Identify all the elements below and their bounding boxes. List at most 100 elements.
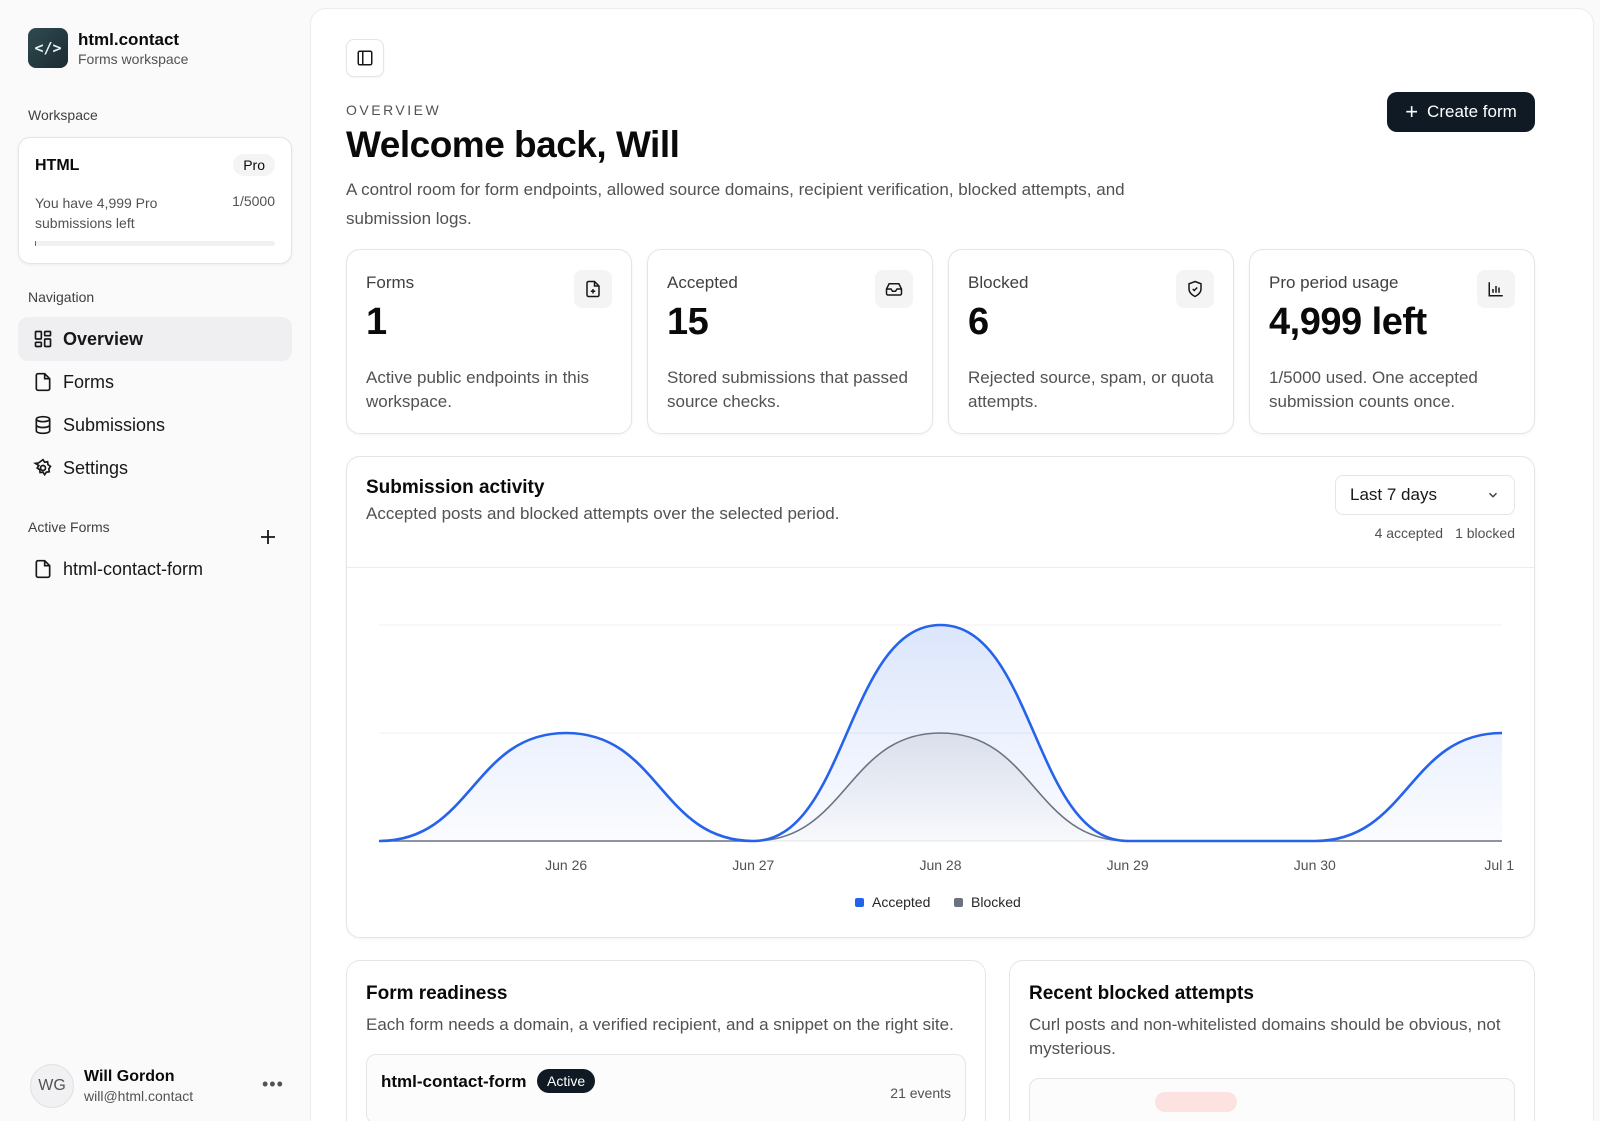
stat-value: 1: [366, 301, 387, 343]
activity-chart: Jun 26 Jun 27 Jun 28 Jun 29 Jun 30 Jul 1 Accep…: [378, 623, 1514, 910]
accepted-summary: 4 accepted: [1374, 525, 1444, 541]
brand[interactable]: </> html.contact Forms workspace: [28, 28, 188, 68]
blocked-attempt-row[interactable]: [1029, 1078, 1515, 1121]
workspace-label: Workspace: [28, 107, 98, 123]
active-form-html-contact-form[interactable]: html-contact-form: [18, 547, 292, 591]
nav-item-label: Overview: [63, 328, 144, 349]
file-plus-icon: [574, 270, 612, 308]
plan-usage: 1/5000: [232, 193, 275, 209]
chart-summary: 4 accepted 1 blocked: [1375, 525, 1515, 541]
nav-item-forms[interactable]: Forms: [18, 360, 292, 404]
stat-value: 15: [667, 301, 709, 343]
file-icon: [35, 372, 51, 392]
stat-description: Rejected source, spam, or quota attempts…: [968, 368, 1214, 411]
range-select[interactable]: Last 7 days: [1335, 475, 1515, 515]
more-icon[interactable]: •••: [262, 1074, 284, 1094]
blocked-title: Recent blocked attempts: [1029, 983, 1254, 1004]
readiness-subtitle: Each form needs a domain, a verified rec…: [366, 1015, 954, 1034]
stat-card-blocked: Blocked 6 Rejected source, spam, or quot…: [948, 249, 1234, 434]
sidebar: </> html.contact Forms workspace Workspa…: [0, 0, 310, 1121]
active-forms-label: Active Forms: [28, 519, 110, 535]
legend-label-accepted: Accepted: [872, 894, 930, 910]
active-form-label: html-contact-form: [63, 558, 204, 579]
brand-title: html.contact: [78, 29, 180, 49]
stat-label: Pro period usage: [1269, 273, 1399, 292]
recent-blocked-card: Recent blocked attempts Curl posts and n…: [1009, 960, 1535, 1121]
status-badge: [1155, 1092, 1237, 1112]
stat-value: 6: [968, 301, 989, 343]
readiness-title: Form readiness: [366, 983, 508, 1004]
readiness-form-row[interactable]: html-contact-form Active 21 events: [366, 1054, 966, 1121]
main-panel: OVERVIEW Welcome back, Will A control ro…: [310, 8, 1594, 1121]
stat-value: 4,999 left: [1269, 301, 1427, 343]
nav-item-label: Settings: [63, 457, 129, 478]
chart-subtitle: Accepted posts and blocked attempts over…: [366, 504, 840, 523]
readiness-events: 21 events: [890, 1085, 951, 1101]
blocked-summary: 1 blocked: [1455, 525, 1515, 541]
nav-item-label: Submissions: [63, 414, 166, 435]
create-form-button[interactable]: + Create form: [1387, 92, 1535, 132]
workspace-plan-card[interactable]: HTML Pro You have 4,999 Pro submissions …: [18, 137, 292, 264]
chart-divider: [347, 567, 1534, 568]
stat-label: Accepted: [667, 273, 738, 292]
nav-item-submissions[interactable]: Submissions: [18, 403, 292, 447]
x-tick-label: Jun 29: [1107, 857, 1149, 873]
x-tick-label: Jul 1: [1484, 857, 1514, 873]
code-icon: </>: [28, 28, 68, 68]
usage-progress-fill: [35, 241, 36, 246]
grid-icon: [34, 330, 52, 348]
navigation-label: Navigation: [28, 289, 95, 305]
shield-check-icon: [1176, 270, 1214, 308]
submission-activity-card: Submission activity Accepted posts and b…: [346, 456, 1535, 938]
user-profile[interactable]: WG Will Gordon will@html.contact: [30, 1064, 193, 1108]
page-description: A control room for form endpoints, allow…: [346, 180, 1125, 228]
range-select-value: Last 7 days: [1350, 485, 1437, 504]
workspace-name: HTML: [35, 157, 80, 174]
nav-item-settings[interactable]: Settings: [18, 446, 292, 490]
brand-subtitle: Forms workspace: [78, 50, 189, 67]
sidebar-toggle-button[interactable]: [346, 39, 384, 77]
stat-description: Stored submissions that passed source ch…: [667, 368, 908, 411]
stat-description: 1/5000 used. One accepted submission cou…: [1269, 368, 1478, 411]
stat-card-forms: Forms 1 Active public endpoints in this …: [346, 249, 632, 434]
legend-swatch-blocked: [954, 898, 963, 907]
user-name: Will Gordon: [84, 1068, 175, 1085]
avatar: WG: [30, 1064, 74, 1108]
series-area-blocked: [379, 733, 1502, 841]
stat-label: Forms: [366, 273, 415, 292]
inbox-icon: [875, 270, 913, 308]
sidebar-toggle-icon: [357, 50, 373, 66]
stat-card-accepted: Accepted 15 Stored submissions that pass…: [647, 249, 933, 434]
page-title: Welcome back, Will: [346, 124, 680, 165]
series-line-accepted: [378, 623, 1503, 843]
x-tick-label: Jun 26: [545, 857, 587, 873]
gear-icon: [33, 458, 52, 477]
stat-label: Blocked: [968, 273, 1029, 292]
user-email: will@html.contact: [84, 1088, 194, 1104]
legend-label-blocked: Blocked: [971, 894, 1021, 910]
page-eyebrow: OVERVIEW: [346, 102, 442, 118]
form-readiness-card: Form readiness Each form needs a domain,…: [346, 960, 986, 1121]
legend-swatch-accepted: [855, 898, 864, 907]
nav-item-overview[interactable]: Overview: [18, 317, 292, 361]
nav-item-label: Forms: [63, 371, 114, 392]
blocked-subtitle: Curl posts and non-whitelisted domains s…: [1029, 1015, 1501, 1058]
stat-card-usage: Pro period usage 4,999 left 1/5000 used.…: [1249, 249, 1535, 434]
stat-description: Active public endpoints in this workspac…: [366, 368, 590, 411]
plan-badge: Pro: [233, 154, 275, 176]
plan-description: You have 4,999 Pro submissions left: [35, 195, 158, 231]
plus-icon: +: [1405, 99, 1419, 124]
readiness-form-name: html-contact-form: [381, 1072, 527, 1091]
create-form-label: Create form: [1427, 102, 1517, 121]
x-tick-label: Jun 28: [919, 857, 961, 873]
add-form-button[interactable]: [258, 527, 278, 547]
x-tick-label: Jun 27: [732, 857, 774, 873]
chart-title: Submission activity: [366, 477, 545, 498]
plus-icon: [261, 530, 275, 544]
file-icon: [35, 559, 51, 579]
usage-progress-bar: [35, 241, 275, 246]
bar-chart-icon: [1477, 270, 1515, 308]
chevron-down-icon: [1488, 492, 1498, 498]
database-icon: [35, 415, 51, 435]
x-tick-label: Jun 30: [1294, 857, 1336, 873]
